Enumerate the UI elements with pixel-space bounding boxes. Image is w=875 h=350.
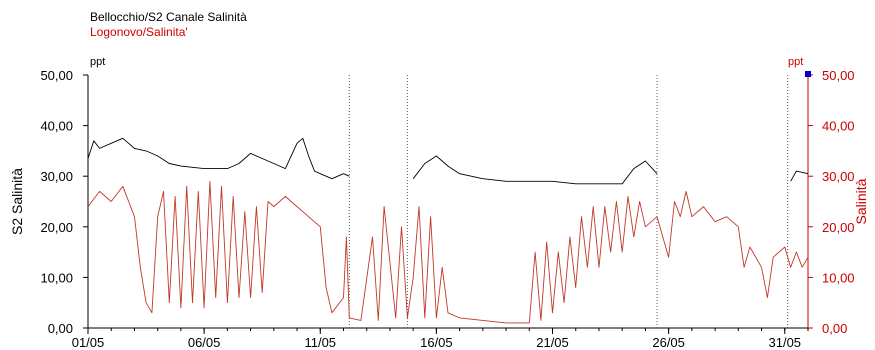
x-tick-label: 16/05	[420, 335, 453, 350]
right-tick-label: 0,00	[822, 321, 847, 336]
left-tick-label: 20,00	[40, 220, 73, 235]
right-tick-label: 10,00	[822, 270, 855, 285]
legend-entry-black: Bellocchio/S2 Canale Salinità	[90, 10, 247, 24]
x-tick-label: 01/05	[72, 335, 105, 350]
labels-layer: 0,00 10,00 20,00 30,00 40,00 50,00 0,00 10,00 20…	[9, 56, 869, 350]
legend-label-logonovo: Logonovo/Salinita'	[90, 25, 188, 39]
right-tick-label: 30,00	[822, 169, 855, 184]
x-tick-label: 26/05	[652, 335, 685, 350]
axes-layer	[83, 71, 813, 334]
legend-entry-red: Logonovo/Salinita'	[90, 25, 188, 39]
left-tick-label: 30,00	[40, 169, 73, 184]
right-tick-label: 50,00	[822, 68, 855, 83]
left-axis-unit: ppt	[90, 56, 105, 68]
left-axis-title: S2 Salinità	[9, 168, 25, 235]
series-layer	[87, 137, 809, 324]
left-tick-label: 10,00	[40, 270, 73, 285]
left-tick-label: 40,00	[40, 119, 73, 134]
left-tick-label: 50,00	[40, 68, 73, 83]
corner-marker	[805, 71, 811, 77]
legend-label-bellocchio: Bellocchio/S2 Canale Salinità	[90, 10, 247, 24]
series-line-bellocchio	[412, 155, 658, 185]
right-tick-label: 20,00	[822, 220, 855, 235]
right-axis-unit: ppt	[788, 56, 803, 68]
gap-markers	[348, 75, 789, 328]
series-line-bellocchio	[790, 170, 809, 182]
series-line-bellocchio	[87, 137, 350, 180]
series-line-logonovo	[87, 180, 809, 324]
x-tick-label: 21/05	[536, 335, 569, 350]
right-axis-title: Salinità	[853, 178, 869, 224]
x-tick-label: 11/05	[304, 335, 336, 350]
left-tick-label: 0,00	[48, 321, 73, 336]
right-tick-label: 40,00	[822, 119, 855, 134]
x-tick-label: 31/05	[769, 335, 802, 350]
x-tick-label: 06/05	[188, 335, 221, 350]
